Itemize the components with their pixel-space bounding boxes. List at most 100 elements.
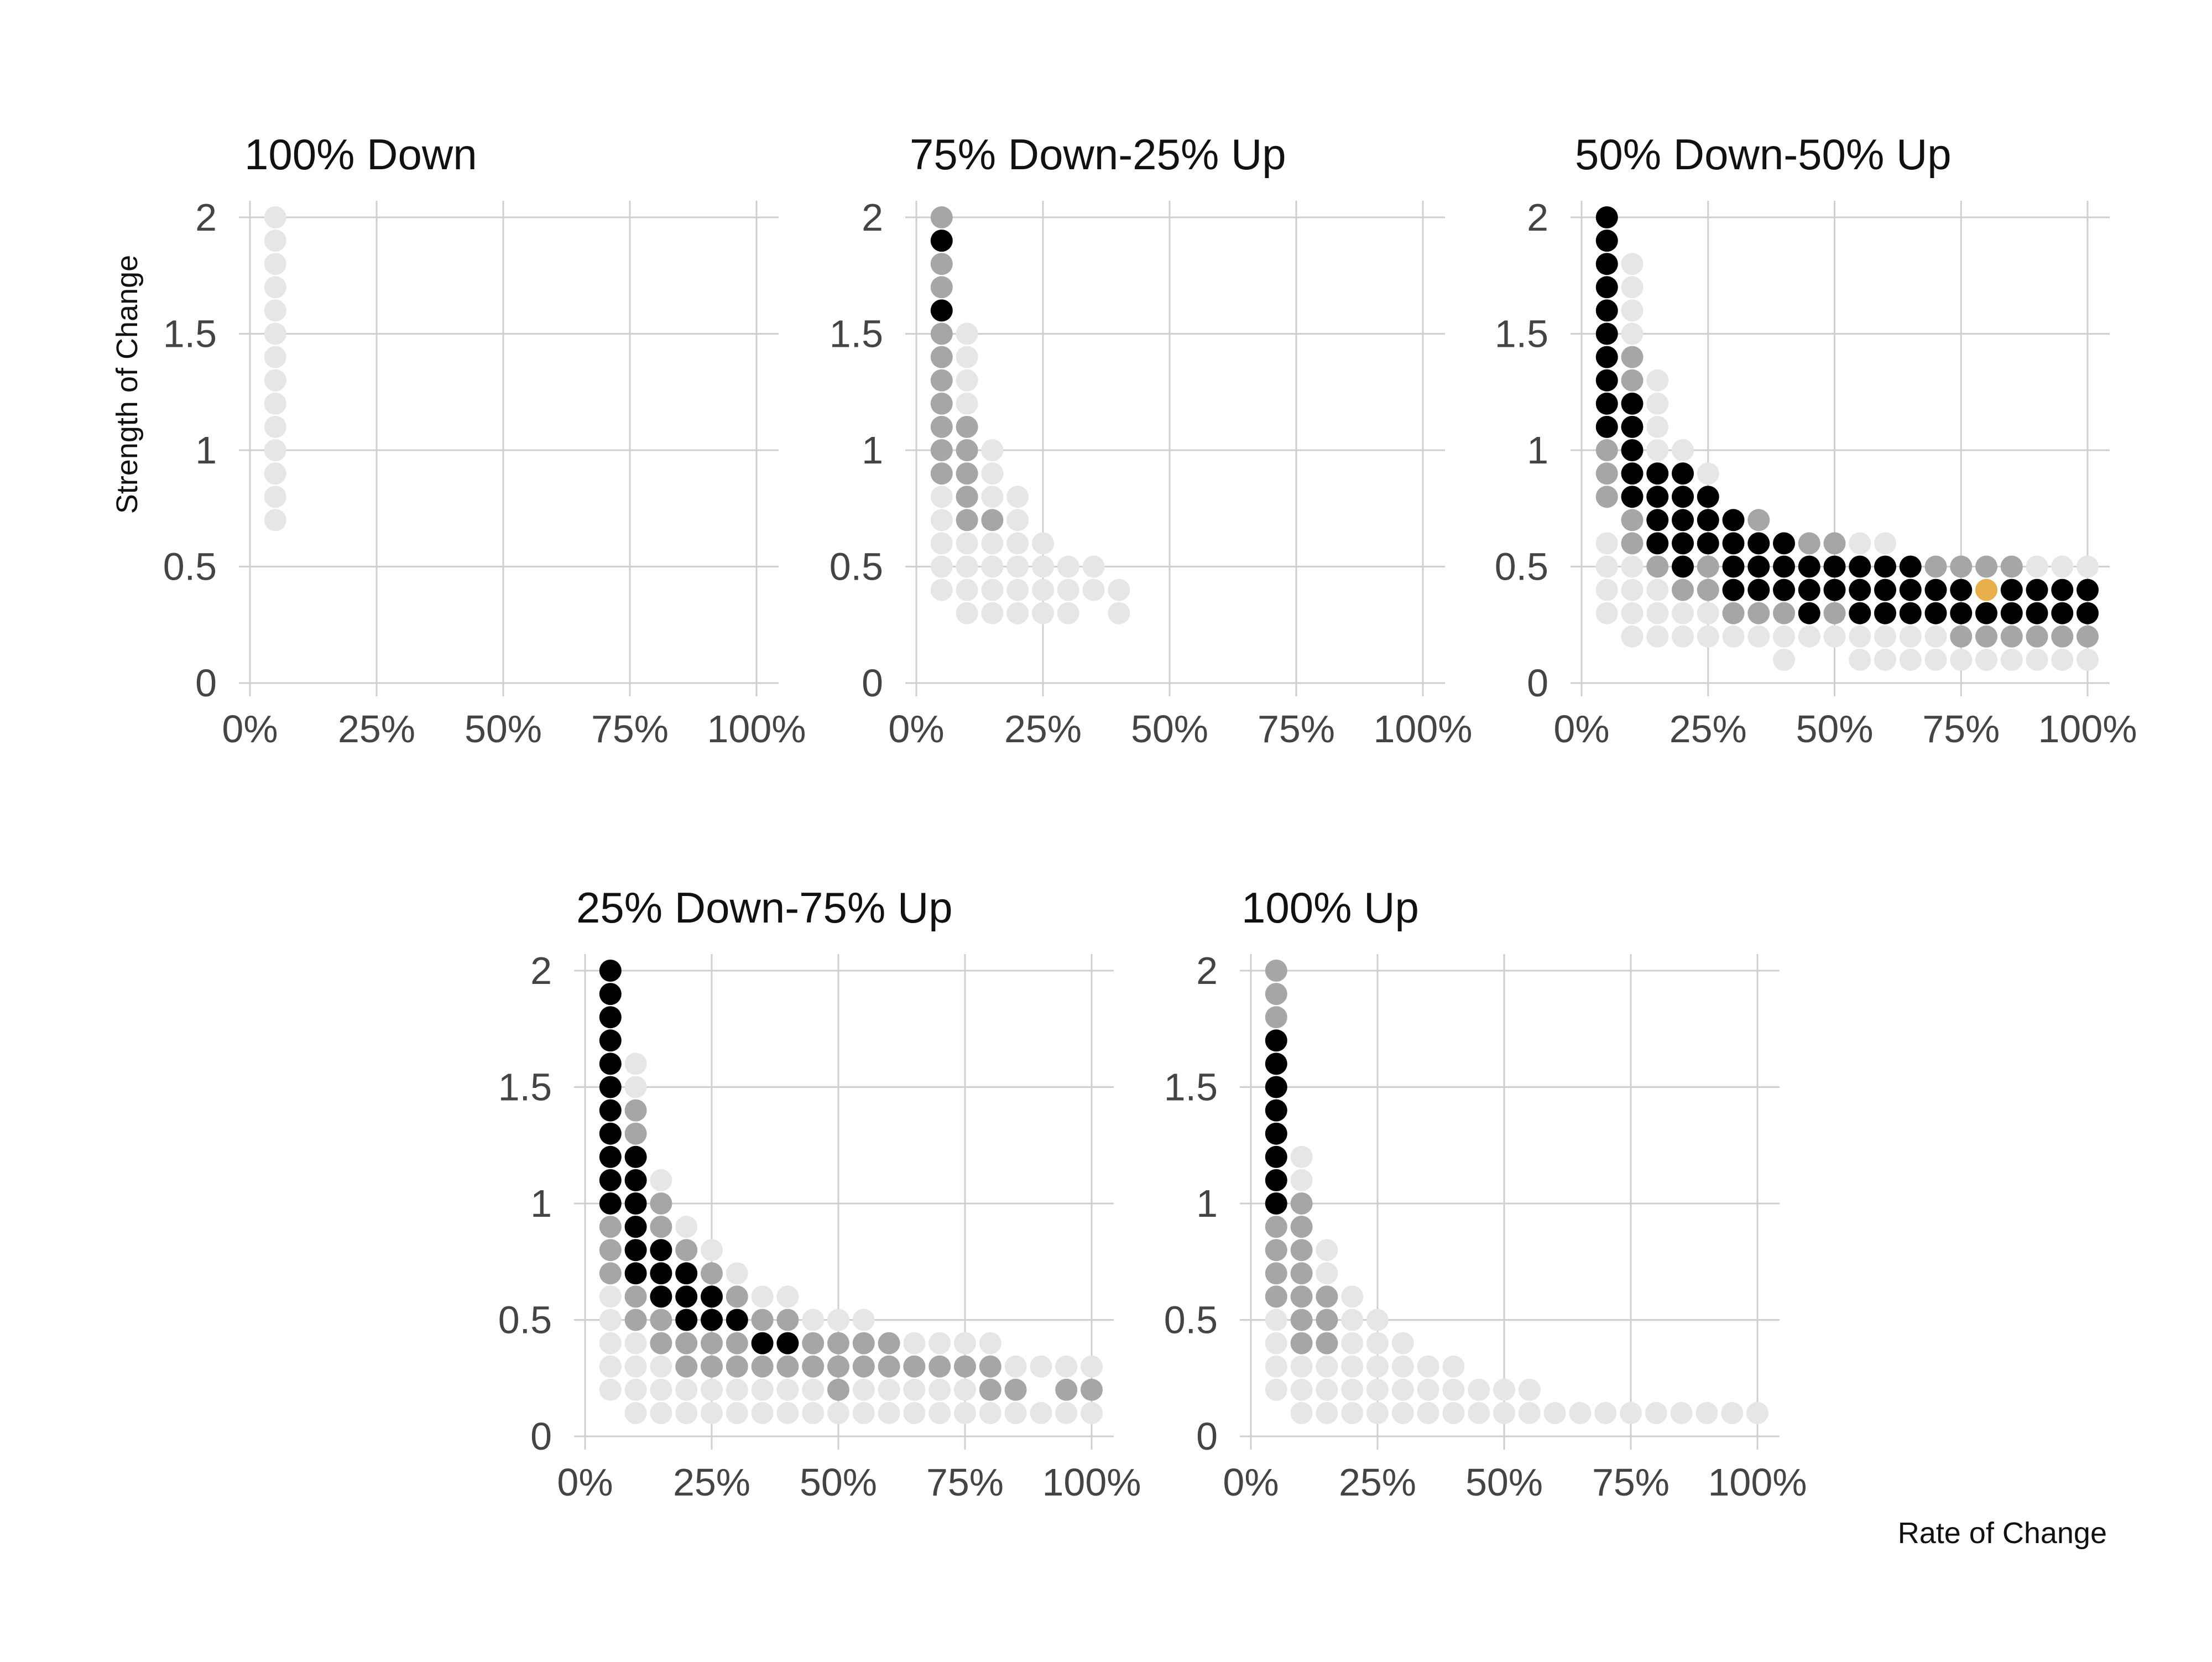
dot-light — [726, 1378, 748, 1401]
dot-light — [903, 1332, 926, 1354]
dot-light — [1975, 648, 1997, 671]
x-tick-label: 0% — [1553, 707, 1609, 751]
dot-light — [1032, 555, 1054, 578]
dot-light — [1645, 1402, 1667, 1424]
dot-light — [1391, 1355, 1414, 1378]
dot-medium — [650, 1192, 672, 1215]
y-axis-title: Strength of Change — [111, 255, 144, 514]
dot-light — [1290, 1145, 1313, 1168]
x-tick-label: 100% — [707, 707, 806, 751]
dot-dark — [624, 1262, 647, 1285]
dot-medium — [1697, 555, 1719, 578]
dot-medium — [956, 486, 978, 508]
dot-dark — [2000, 579, 2023, 601]
dot-light — [1055, 1402, 1078, 1424]
dot-light — [1672, 625, 1694, 648]
dot-dark — [1924, 602, 1947, 624]
dot-medium — [981, 509, 1004, 532]
dot-light — [776, 1402, 799, 1424]
dot-dark — [1747, 532, 1770, 555]
facet-panel: 0 0.5 1 1.5 2 0% 25% 50% 75% 100% 50% Down-50% Up — [1495, 130, 2137, 751]
dot-medium — [599, 1239, 622, 1262]
dot-medium — [1595, 439, 1618, 461]
panel-title: 25% Down-75% Up — [576, 883, 953, 932]
dot-medium — [1316, 1309, 1338, 1331]
dot-light — [1265, 1332, 1287, 1354]
dot-light — [1722, 625, 1745, 648]
dot-light — [1569, 1402, 1592, 1424]
dot-light — [1316, 1378, 1338, 1401]
dot-dark — [1621, 462, 1644, 485]
dot-dark — [1595, 276, 1618, 299]
dot-light — [1366, 1332, 1389, 1354]
dot-dark — [2051, 579, 2074, 601]
dot-light — [1006, 602, 1029, 624]
dot-light — [751, 1402, 774, 1424]
dot-light — [981, 555, 1004, 578]
dot-medium — [1265, 1285, 1287, 1308]
dot-light — [1316, 1239, 1338, 1262]
dot-light — [1057, 579, 1079, 601]
dot-light — [981, 532, 1004, 555]
dot-light — [1874, 625, 1896, 648]
x-axis-title: Rate of Change — [1898, 1517, 2107, 1550]
dot-medium — [701, 1262, 723, 1285]
dot-light — [1341, 1402, 1364, 1424]
dot-medium — [852, 1355, 875, 1378]
dot-light — [776, 1378, 799, 1401]
dot-light — [701, 1378, 723, 1401]
dot-light — [930, 486, 953, 508]
dot-dark — [650, 1262, 672, 1285]
dot-light — [726, 1402, 748, 1424]
dot-light — [1798, 625, 1820, 648]
facet-panel: 0 0.5 1 1.5 2 0% 25% 50% 75% 100% 100% Up — [1164, 883, 1807, 1504]
dot-light — [1341, 1355, 1364, 1378]
dot-dark — [599, 983, 622, 1005]
dot-dark — [1672, 532, 1694, 555]
dot-light — [1697, 462, 1719, 485]
dot-medium — [675, 1355, 698, 1378]
dot-light — [1468, 1378, 1490, 1401]
dot-medium — [2077, 625, 2099, 648]
dot-light — [599, 1355, 622, 1378]
dot-dark — [1595, 322, 1618, 345]
dot-light — [1595, 602, 1618, 624]
dot-dark — [1773, 555, 1795, 578]
dot-dark — [1595, 206, 1618, 228]
dot-light — [264, 369, 286, 392]
dot-light — [802, 1378, 825, 1401]
dot-light — [2000, 648, 2023, 671]
dot-light — [1620, 1402, 1642, 1424]
y-tick-label: 0.5 — [163, 545, 217, 588]
dot-dark — [1874, 602, 1896, 624]
dot-medium — [701, 1355, 723, 1378]
dot-light — [1646, 392, 1669, 415]
dot-light — [1493, 1378, 1515, 1401]
dot-light — [981, 439, 1004, 461]
dot-light — [1773, 625, 1795, 648]
y-tick-label: 0 — [1196, 1415, 1218, 1458]
dot-light — [599, 1309, 622, 1331]
dot-dark — [599, 1192, 622, 1215]
dot-light — [1621, 625, 1644, 648]
dot-dark — [1265, 1145, 1287, 1168]
dot-light — [956, 555, 978, 578]
dot-medium — [1950, 625, 1973, 648]
dot-medium — [956, 462, 978, 485]
dot-dark — [1823, 555, 1846, 578]
dot-dark — [1265, 1029, 1287, 1052]
dot-light — [1004, 1355, 1027, 1378]
dot-medium — [1798, 532, 1820, 555]
x-tick-label: 25% — [1339, 1461, 1416, 1504]
dot-medium — [827, 1378, 849, 1401]
dot-dark — [1798, 579, 1820, 601]
y-tick-label: 2 — [862, 196, 883, 239]
y-tick-label: 0 — [195, 661, 217, 705]
dot-medium — [1290, 1285, 1313, 1308]
dot-light — [1030, 1355, 1052, 1378]
dot-dark — [2026, 602, 2048, 624]
dot-light — [675, 1216, 698, 1238]
dot-light — [954, 1332, 976, 1354]
dot-light — [1621, 555, 1644, 578]
